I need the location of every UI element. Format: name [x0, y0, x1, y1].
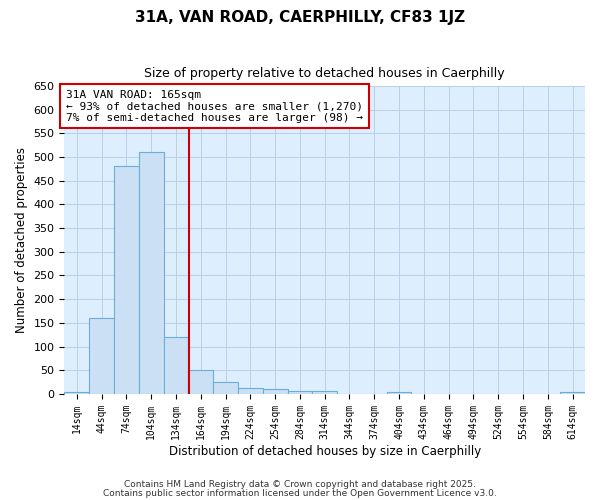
- Text: 31A, VAN ROAD, CAERPHILLY, CF83 1JZ: 31A, VAN ROAD, CAERPHILLY, CF83 1JZ: [135, 10, 465, 25]
- Bar: [386, 392, 412, 394]
- Bar: [64, 392, 89, 394]
- X-axis label: Distribution of detached houses by size in Caerphilly: Distribution of detached houses by size …: [169, 444, 481, 458]
- Text: 31A VAN ROAD: 165sqm
← 93% of detached houses are smaller (1,270)
7% of semi-det: 31A VAN ROAD: 165sqm ← 93% of detached h…: [66, 90, 363, 123]
- Bar: [287, 390, 313, 394]
- Title: Size of property relative to detached houses in Caerphilly: Size of property relative to detached ho…: [145, 68, 505, 80]
- Bar: [238, 388, 263, 394]
- Bar: [164, 337, 188, 394]
- Bar: [188, 370, 213, 394]
- Y-axis label: Number of detached properties: Number of detached properties: [15, 147, 28, 333]
- Bar: [139, 152, 164, 394]
- Bar: [89, 318, 114, 394]
- Text: Contains public sector information licensed under the Open Government Licence v3: Contains public sector information licen…: [103, 488, 497, 498]
- Bar: [560, 392, 585, 394]
- Text: Contains HM Land Registry data © Crown copyright and database right 2025.: Contains HM Land Registry data © Crown c…: [124, 480, 476, 489]
- Bar: [313, 390, 337, 394]
- Bar: [213, 382, 238, 394]
- Bar: [114, 166, 139, 394]
- Bar: [263, 389, 287, 394]
